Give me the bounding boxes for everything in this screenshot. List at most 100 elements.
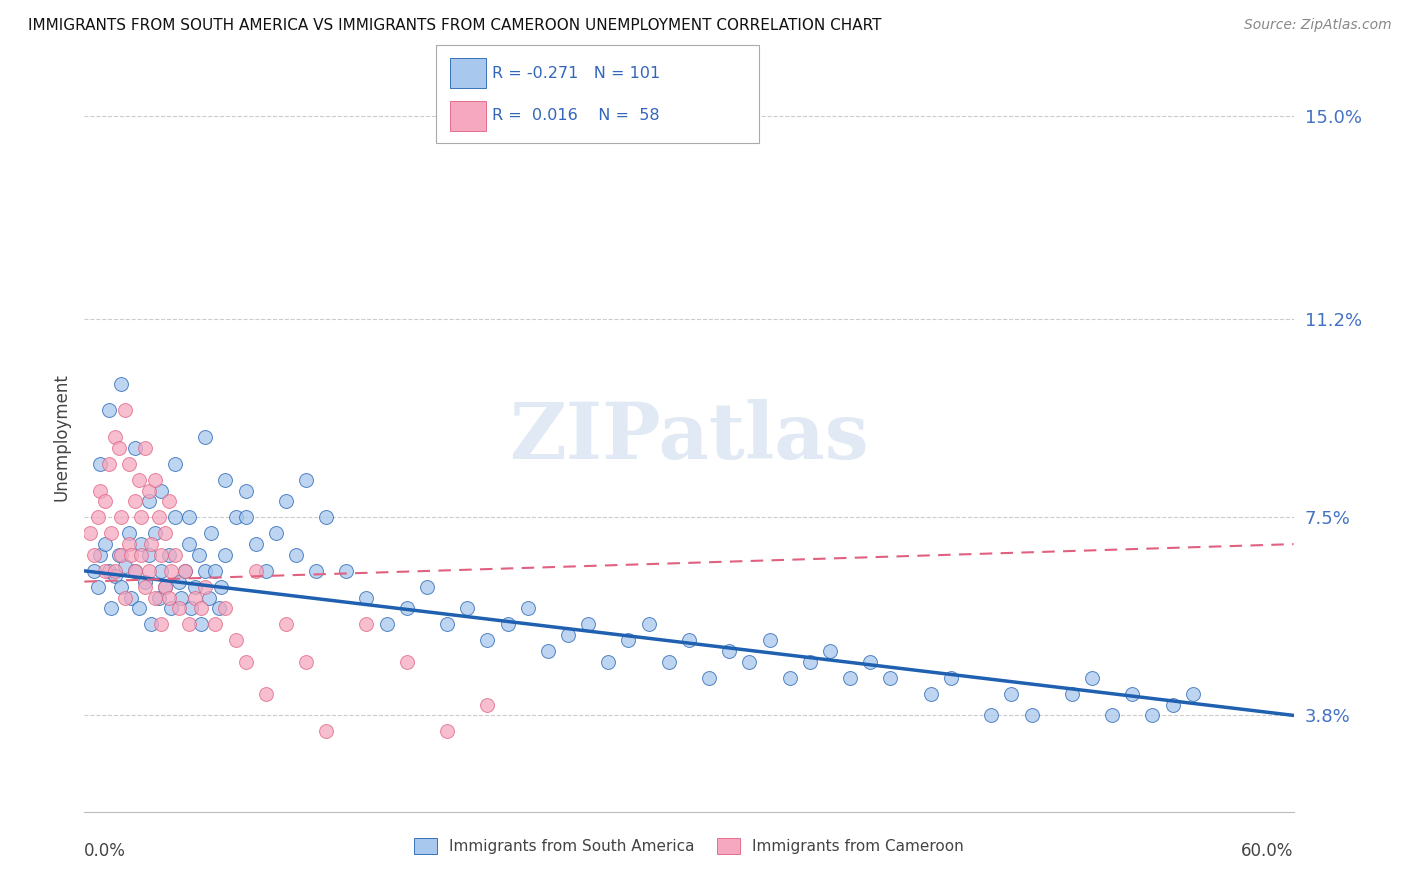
Point <box>416 580 439 594</box>
Point <box>138 494 160 508</box>
Point <box>160 601 183 615</box>
Point <box>165 457 187 471</box>
Point <box>779 671 801 685</box>
Point <box>165 548 187 562</box>
Point <box>1081 671 1104 685</box>
Point <box>165 510 187 524</box>
Point <box>89 548 111 562</box>
Point <box>598 655 620 669</box>
Point <box>118 526 141 541</box>
Point <box>110 376 132 391</box>
Point <box>179 537 201 551</box>
Point <box>1101 708 1123 723</box>
Point <box>157 548 180 562</box>
Point <box>295 473 318 487</box>
Point <box>245 537 267 551</box>
Point <box>537 644 560 658</box>
Point <box>153 580 176 594</box>
Point <box>678 633 700 648</box>
Point <box>576 617 599 632</box>
Point <box>204 617 226 632</box>
Legend: Immigrants from South America, Immigrants from Cameroon: Immigrants from South America, Immigrant… <box>408 832 970 860</box>
Point <box>305 564 328 578</box>
Point <box>1161 698 1184 712</box>
Text: R =  0.016    N =  58: R = 0.016 N = 58 <box>492 109 659 123</box>
Point <box>110 510 132 524</box>
Point <box>104 569 127 583</box>
Point <box>209 580 232 594</box>
Point <box>100 526 122 541</box>
Point <box>138 564 160 578</box>
Point <box>143 526 166 541</box>
Point <box>1181 687 1204 701</box>
Point <box>395 655 418 669</box>
Point <box>104 430 127 444</box>
Point <box>477 698 499 712</box>
Text: IMMIGRANTS FROM SOUTH AMERICA VS IMMIGRANTS FROM CAMEROON UNEMPLOYMENT CORRELATI: IMMIGRANTS FROM SOUTH AMERICA VS IMMIGRA… <box>28 18 882 33</box>
Point <box>214 548 236 562</box>
Point <box>235 510 257 524</box>
Point <box>129 537 152 551</box>
Point <box>204 564 226 578</box>
Point <box>153 526 176 541</box>
Point <box>148 591 170 605</box>
Point <box>134 574 156 589</box>
Point <box>208 601 231 615</box>
Point <box>179 617 201 632</box>
Point <box>274 494 297 508</box>
Point <box>143 591 166 605</box>
Point <box>920 687 942 701</box>
Point <box>214 601 236 615</box>
Point <box>107 548 129 562</box>
Point <box>157 591 180 605</box>
Point <box>1142 708 1164 723</box>
Point <box>188 548 211 562</box>
Point <box>190 601 212 615</box>
Point <box>194 564 217 578</box>
Point <box>120 591 142 605</box>
Point <box>128 601 150 615</box>
Point <box>184 591 207 605</box>
Point <box>335 564 357 578</box>
Point <box>87 510 110 524</box>
Point <box>496 617 519 632</box>
Point <box>87 580 110 594</box>
Point <box>100 601 122 615</box>
Point <box>356 591 378 605</box>
Point <box>114 403 136 417</box>
Point <box>149 483 172 498</box>
Point <box>245 564 267 578</box>
Point <box>980 708 1002 723</box>
Point <box>149 617 172 632</box>
Point <box>879 671 901 685</box>
Point <box>254 687 277 701</box>
Point <box>738 655 761 669</box>
Point <box>93 564 115 578</box>
Y-axis label: Unemployment: Unemployment <box>52 373 70 501</box>
Point <box>718 644 741 658</box>
Point <box>235 483 257 498</box>
Point <box>264 526 287 541</box>
Point <box>124 564 146 578</box>
Point <box>134 580 156 594</box>
Point <box>274 617 297 632</box>
Point <box>190 617 212 632</box>
Point <box>128 473 150 487</box>
Point <box>697 671 720 685</box>
Point <box>1060 687 1083 701</box>
Point <box>1121 687 1143 701</box>
Point <box>79 526 101 541</box>
Point <box>170 591 193 605</box>
Point <box>149 564 172 578</box>
Point <box>799 655 821 669</box>
Point <box>97 403 120 417</box>
Point <box>174 564 197 578</box>
Point <box>107 441 129 455</box>
Point <box>198 591 221 605</box>
Point <box>114 558 136 573</box>
Point <box>200 526 222 541</box>
Text: 0.0%: 0.0% <box>84 842 127 860</box>
Point <box>129 510 152 524</box>
Point <box>148 510 170 524</box>
Point <box>143 473 166 487</box>
